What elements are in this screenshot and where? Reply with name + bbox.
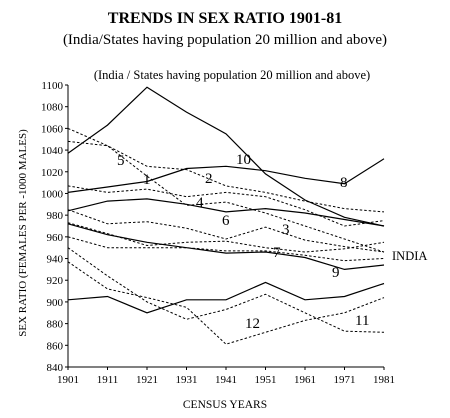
x-tick-label: 1981 (373, 374, 395, 386)
series-line-1 (67, 86, 385, 227)
series-line-10 (67, 223, 385, 271)
series-line-12 (67, 247, 385, 333)
series-label: 9 (332, 265, 340, 281)
series-label: INDIA (392, 249, 427, 263)
series-line-3 (67, 127, 385, 213)
y-tick-label: 860 (47, 340, 64, 352)
series-layer (67, 86, 385, 345)
inner-subtitle: (India / States having population 20 mil… (94, 68, 370, 82)
x-tick-label: 1921 (136, 374, 158, 386)
series-line-2 (67, 158, 385, 193)
chart-axes: 840 860 880 900 920 940 960 980 1000 1020 1040 1060… (41, 80, 395, 386)
x-tick-label: 1901 (57, 374, 79, 386)
series-line-6 (67, 185, 385, 227)
x-tick-label: 1931 (176, 374, 198, 386)
y-tick-label: 1060 (41, 123, 64, 135)
series-line-7 (67, 209, 385, 253)
y-tick-label: 840 (47, 362, 64, 374)
x-tick-label: 1961 (294, 374, 316, 386)
x-tick-label: 1911 (97, 374, 119, 386)
y-tick-label: 880 (47, 319, 64, 331)
series-line-11 (67, 281, 385, 314)
y-tick-label: 1000 (41, 188, 64, 200)
chart-title: TRENDS IN SEX RATIO 1901-81 (107, 10, 343, 27)
y-tick-label: 1080 (41, 102, 64, 114)
y-axis-label: SEX RATIO (FEMALES PER -1000 MALES) (17, 129, 29, 337)
series-label: 12 (245, 316, 260, 332)
y-tick-label: 1020 (41, 167, 64, 179)
x-tick-label: 1971 (334, 374, 356, 386)
series-label: 7 (273, 245, 281, 261)
series-label: 4 (196, 195, 204, 211)
series-label: 10 (236, 152, 251, 168)
series-label: 11 (355, 313, 369, 329)
y-tick-label: 920 (47, 275, 64, 287)
y-tick-label: 1040 (41, 145, 64, 157)
series-label: 1 (143, 172, 151, 188)
y-tick-label: 940 (47, 254, 64, 266)
x-axis-label: CENSUS YEARS (183, 399, 267, 411)
series-label: 5 (117, 153, 125, 169)
y-tick-label: 960 (47, 232, 64, 244)
series-line-5 (67, 198, 385, 227)
series-label: 6 (222, 213, 230, 229)
chart-subtitle: (India/States having population 20 milli… (62, 32, 388, 48)
series-label: 2 (205, 171, 213, 187)
y-tick-label: 980 (47, 210, 64, 222)
y-tick-label: 900 (47, 297, 64, 309)
series-label: 8 (340, 175, 348, 191)
x-tick-label: 1941 (215, 374, 237, 386)
y-tick-label: 1100 (41, 80, 63, 92)
series-line-4 (67, 140, 385, 253)
x-tick-label: 1951 (255, 374, 277, 386)
series-line-9 (67, 236, 385, 262)
series-label: 3 (282, 222, 290, 238)
